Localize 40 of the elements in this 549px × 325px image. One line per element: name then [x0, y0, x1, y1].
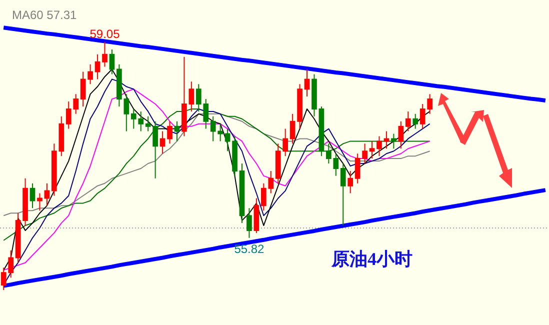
- candlestick: [354, 153, 360, 184]
- candlestick: [188, 81, 194, 112]
- candlestick: [348, 170, 354, 194]
- candlestick: [398, 120, 404, 150]
- candlestick: [174, 120, 180, 142]
- candlestick: [44, 182, 50, 206]
- candlestick: [384, 130, 390, 150]
- candlestick: [376, 136, 382, 157]
- candlestick: [37, 192, 42, 212]
- candlestick: [102, 42, 108, 68]
- candlestick: [224, 128, 230, 152]
- candlestick: [182, 56, 187, 137]
- candlestick: [109, 48, 115, 75]
- text: 原油4小时: [330, 249, 412, 269]
- candlestick: [391, 133, 396, 150]
- candlestick: [304, 68, 310, 98]
- candlestick: [362, 143, 368, 164]
- candlestick: [340, 163, 346, 226]
- annotation: 55.82: [234, 242, 265, 256]
- candlestick: [30, 182, 36, 209]
- candlestick: [290, 113, 296, 144]
- candlestick: [160, 130, 166, 154]
- candlestick: [80, 71, 86, 107]
- candlestick: [254, 198, 260, 234]
- candlestick: [232, 136, 238, 176]
- candlestick: [15, 212, 21, 264]
- candlestick: [22, 178, 28, 226]
- annotation: 59.05: [90, 27, 120, 41]
- candlestick: [88, 64, 93, 85]
- candlestick: [412, 113, 418, 130]
- candlestick: [167, 120, 172, 144]
- candlestick: [369, 140, 375, 160]
- text: MA60 57.31: [12, 8, 78, 22]
- candlestick: [94, 54, 100, 80]
- candlestick: [405, 110, 411, 132]
- candlestick: [318, 106, 324, 157]
- candlestick: [312, 74, 317, 117]
- candlestick: [297, 84, 302, 130]
- candlestick: [246, 208, 252, 238]
- candlestick: [239, 163, 245, 224]
